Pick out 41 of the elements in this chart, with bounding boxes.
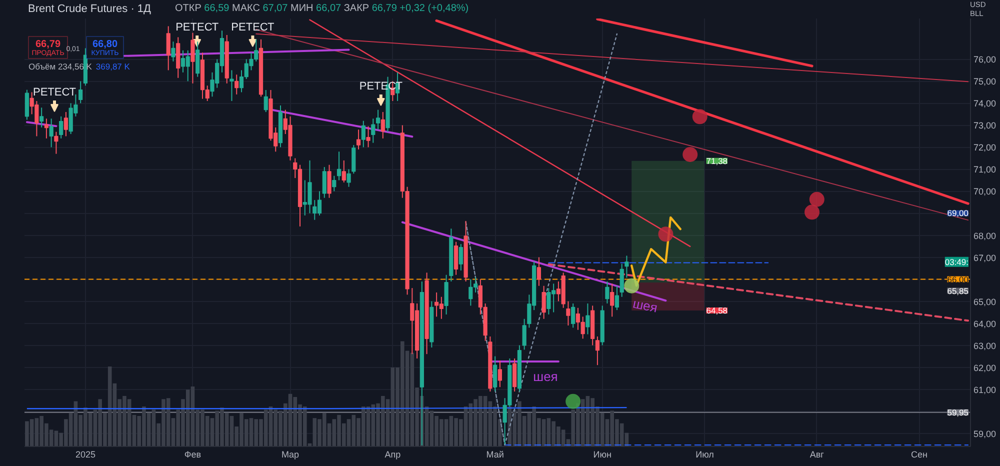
y-tick-label: 70,00 (974, 186, 996, 197)
x-tick-label: Апр (384, 450, 401, 460)
annotation: 66,79 (35, 39, 61, 50)
annotation: 65,85 (947, 286, 969, 296)
annotation: 69,00 (947, 208, 969, 218)
x-tick-label: Май (486, 450, 504, 460)
ref-line-label: 66,00 (947, 274, 969, 284)
band-label: 71,38 (706, 156, 728, 166)
annotation: РЕТЕСТ (32, 86, 76, 98)
y-tick-label: 75,00 (974, 76, 996, 87)
y-tick-label: 65,00 (974, 296, 996, 307)
y-tick-label: 73,00 (974, 120, 996, 131)
x-tick-label: Авг (810, 450, 825, 460)
annotation: 03:49: (944, 256, 969, 267)
x-tick-label: 2025 (75, 450, 96, 460)
y-tick-label: 63,00 (974, 340, 996, 351)
annotation: РЕТЕСТ (231, 22, 274, 34)
x-tick-label: Сен (911, 450, 928, 460)
y-tick-label: 76,00 (974, 54, 996, 65)
y-tick-label: 72,00 (974, 142, 996, 153)
annotation: РЕТЕСТ (176, 22, 219, 34)
x-tick-label: Фев (184, 450, 202, 460)
annotation: шея (533, 369, 558, 384)
y-tick-label: 68,00 (974, 230, 996, 241)
x-tick-label: Июн (593, 450, 612, 460)
x-tick-label: Июл (696, 450, 714, 460)
annotation: 369,87 K (96, 62, 130, 72)
y-tick-label: 67,00 (974, 252, 996, 263)
annotation: шея (632, 296, 659, 316)
band-label: 64,58 (706, 306, 728, 316)
ref-line-label: 59,95 (947, 407, 969, 418)
text: ОТКР 66,59 МАКС 67,07 МИН 66,07 ЗАКР 66,79 +0,32 (+0,48%) (175, 3, 469, 14)
y-tick-label: 62,00 (974, 362, 996, 373)
x-tick-label: Мар (281, 450, 300, 460)
y-tick-label: 74,00 (974, 98, 996, 109)
y-tick-label: 61,00 (974, 384, 996, 395)
y-tick-label: 59,00 (974, 428, 996, 439)
y-tick-label: 71,00 (974, 164, 996, 175)
chart-title: Brent Crude Futures · 1Д (28, 2, 151, 17)
y-tick-label: 64,00 (974, 318, 996, 329)
annotation: 66,80 (92, 39, 118, 50)
